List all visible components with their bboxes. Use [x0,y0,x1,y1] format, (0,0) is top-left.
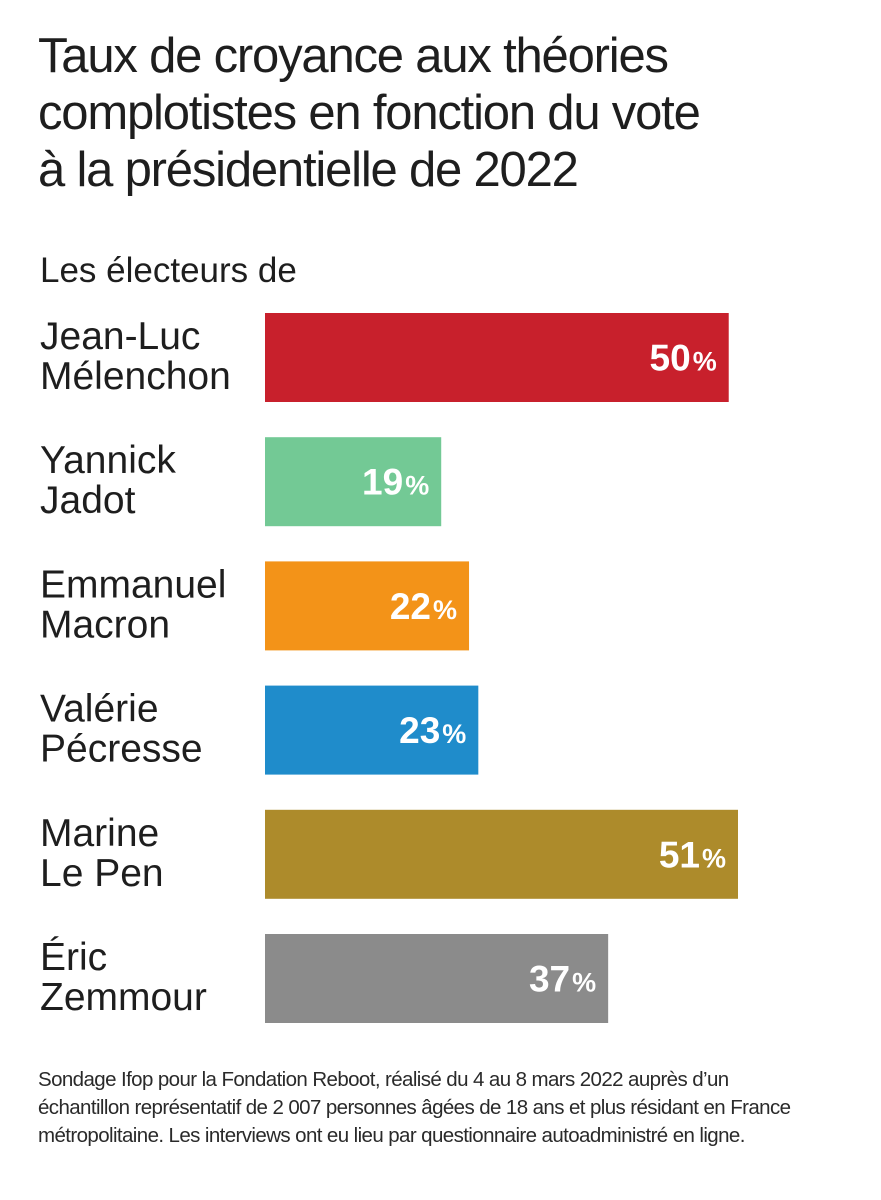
bar-group: Yannick Jadot 19% [40,437,442,527]
data-label-unit: % [693,347,717,377]
data-label-value: 22 [390,586,431,627]
category-label: Jean-Luc Mélenchon [40,315,231,398]
data-label-unit: % [405,471,429,501]
category-label-line: Jean-Luc [40,315,200,358]
chart-title: Taux de croyance aux théories complotist… [38,29,701,197]
bar-group: Jean-Luc Mélenchon 50% [40,313,729,402]
category-label: Éric Zemmour [40,936,207,1019]
data-label: 23% [399,710,466,751]
bar-group: Valérie Pécresse 23% [40,685,479,775]
bar [265,809,738,899]
category-label: Emmanuel Macron [40,563,226,646]
data-label: 37% [529,959,596,1000]
source-line-1: Sondage Ifop pour la Fondation Reboot, r… [38,1068,729,1091]
data-label: 51% [659,834,726,875]
data-label-value: 37 [529,959,570,1000]
category-label-line: Yannick [40,439,176,482]
source-line-3: métropolitaine. Les interviews ont eu li… [38,1124,745,1147]
data-label-unit: % [442,719,466,749]
category-label: Valérie Pécresse [40,688,203,771]
bar [265,934,609,1023]
category-label-line: Le Pen [40,852,164,895]
category-label-line: Macron [40,603,170,646]
data-label-unit: % [572,968,596,998]
category-label-line: Zemmour [40,976,207,1019]
data-label: 19% [362,462,429,503]
bar [265,437,442,527]
data-label: 22% [390,586,457,627]
category-label-line: Valérie [40,688,159,731]
category-label: Marine Le Pen [40,812,164,895]
category-label-line: Emmanuel [40,563,226,606]
bar-group: Emmanuel Macron 22% [40,561,470,651]
bar [265,685,479,775]
category-label-line: Mélenchon [40,355,231,398]
data-label-value: 19 [362,462,403,503]
data-label-value: 50 [650,338,691,379]
data-label-unit: % [702,843,726,873]
bar-group: Marine Le Pen 51% [40,809,738,899]
data-label-value: 51 [659,834,700,875]
bar [265,313,729,402]
category-label: Yannick Jadot [40,439,176,522]
source-note: Sondage Ifop pour la Fondation Reboot, r… [38,1066,858,1150]
category-label-line: Jadot [40,479,136,522]
data-label-value: 23 [399,710,440,751]
category-label-line: Marine [40,812,159,855]
bar-chart: Jean-Luc Mélenchon 50%Yannick Jadot 19%Emman… [40,313,738,1023]
chart-subtitle: Les électeurs de [40,251,297,290]
category-label-line: Pécresse [40,728,203,771]
bar [265,561,470,651]
category-label-line: Éric [40,936,107,979]
data-label-unit: % [433,595,457,625]
bar-group: Éric Zemmour 37% [40,934,609,1023]
source-line-2: échantillon représentatif de 2 007 perso… [38,1096,791,1119]
data-label: 50% [650,338,717,379]
